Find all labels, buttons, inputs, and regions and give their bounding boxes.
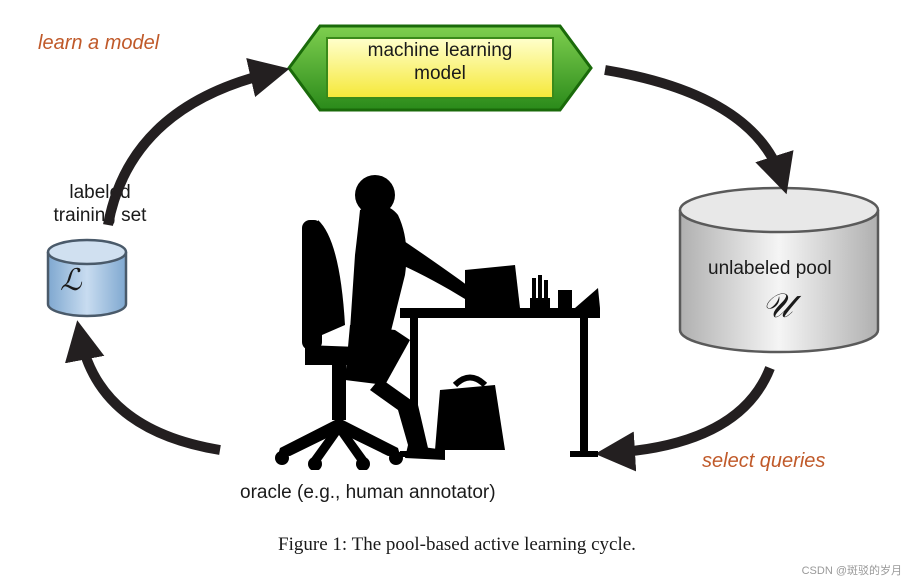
learn-model-label: learn a model [38, 32, 159, 55]
figure-caption: Figure 1: The pool-based active learning… [0, 534, 914, 556]
labeled-set-cylinder [44, 236, 130, 320]
ml-model-label: machine learning model [340, 40, 540, 86]
watermark: CSDN @斑驳的岁月 [802, 562, 902, 578]
oracle-label: oracle (e.g., human annotator) [240, 482, 496, 504]
select-queries-label: select queries [702, 450, 825, 473]
active-learning-cycle-diagram: learn a model machine learning model lab… [0, 0, 914, 588]
labeled-set-title: labeled training set [30, 182, 170, 228]
human-annotator-silhouette [210, 160, 610, 470]
labeled-set-symbol: ℒ [60, 263, 82, 298]
unlabeled-pool-symbol: 𝒰 [762, 288, 793, 326]
unlabeled-pool-title: unlabeled pool [708, 258, 832, 280]
